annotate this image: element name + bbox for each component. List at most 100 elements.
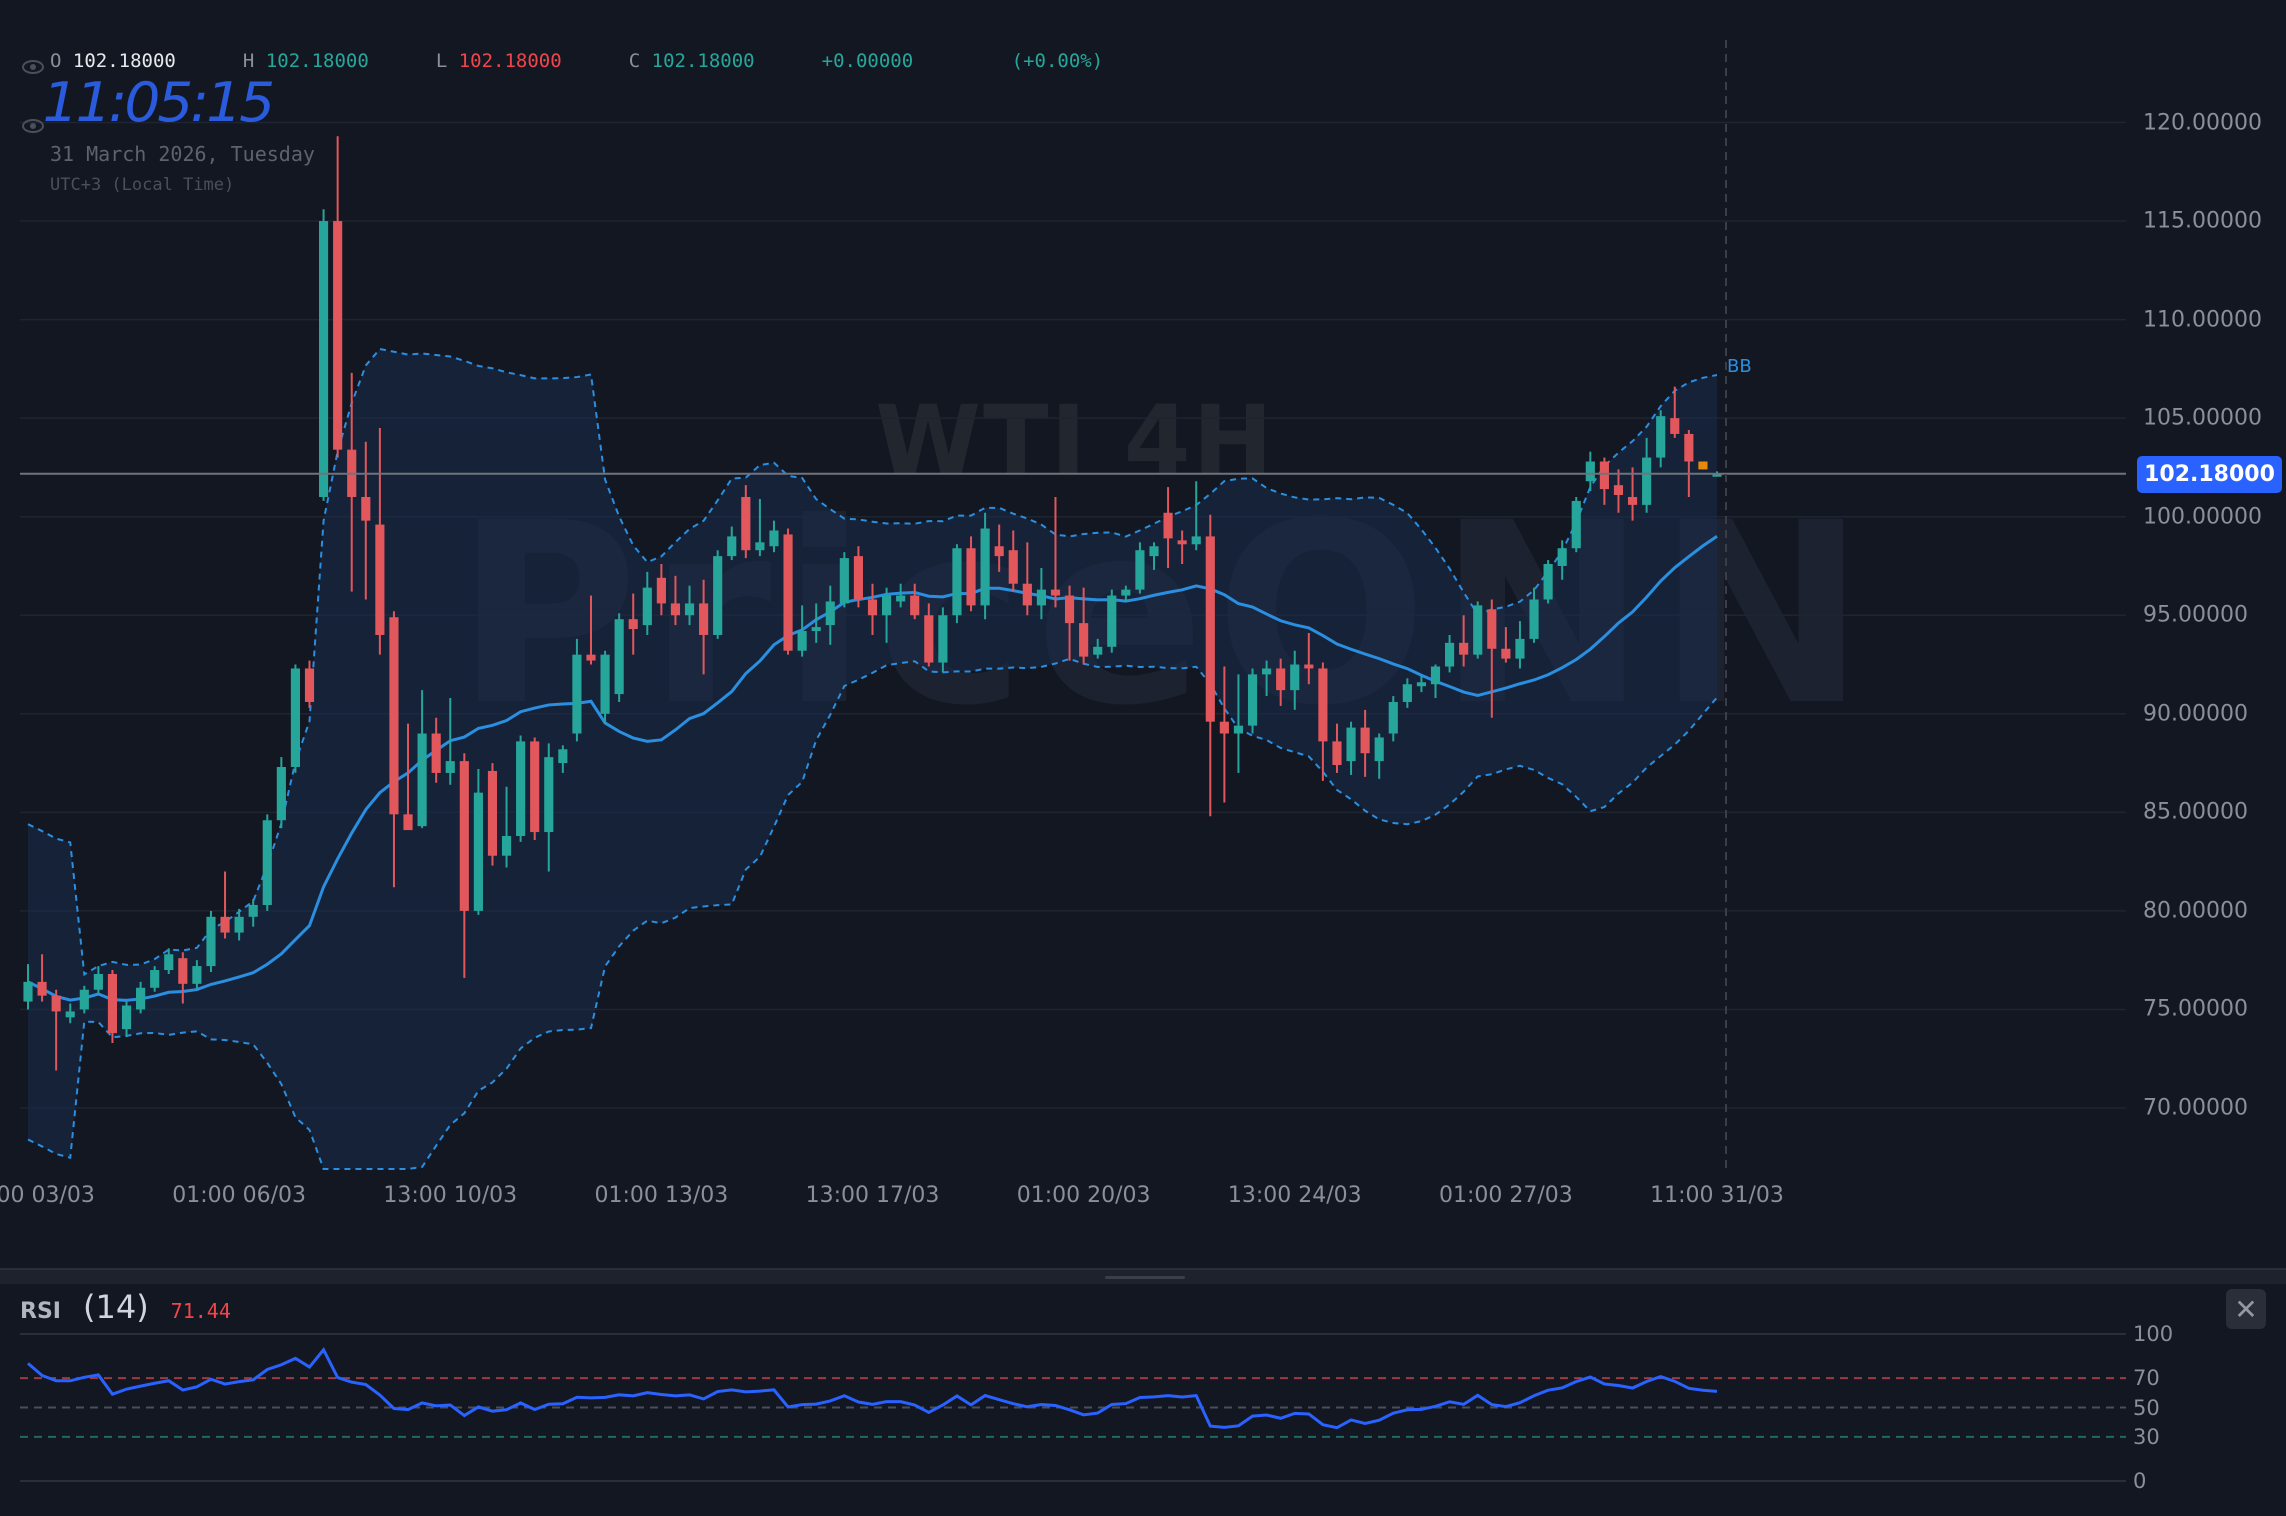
y-axis-label: 70.00000 bbox=[2143, 1095, 2248, 1121]
candle-body bbox=[304, 668, 315, 702]
candle-body bbox=[445, 761, 455, 773]
candle-body bbox=[1712, 473, 1722, 477]
candle-body bbox=[403, 814, 413, 831]
y-axis-label: 115.00000 bbox=[2143, 208, 2262, 234]
candle-body bbox=[1036, 589, 1046, 606]
rsi-line bbox=[27, 1347, 1718, 1430]
candle-body bbox=[375, 524, 385, 635]
candle-body bbox=[1064, 595, 1075, 624]
candle-body bbox=[417, 733, 427, 827]
candle-body bbox=[1008, 550, 1018, 584]
candle-body bbox=[473, 792, 483, 911]
candle-body bbox=[164, 954, 174, 971]
candle-body bbox=[107, 973, 118, 1034]
candle-body bbox=[389, 617, 399, 815]
candle-body bbox=[262, 820, 272, 905]
current-price-tag: 102.18000 bbox=[2137, 456, 2282, 493]
candle-body bbox=[1627, 496, 1638, 505]
eye-icon[interactable] bbox=[22, 60, 44, 74]
candle-body bbox=[1459, 642, 1469, 655]
candle-body bbox=[980, 528, 990, 606]
candle-body bbox=[1698, 461, 1708, 470]
rsi-axis-label: 0 bbox=[2133, 1469, 2147, 1493]
candle-body bbox=[1445, 642, 1455, 667]
bb-lower-band bbox=[27, 657, 1718, 1170]
candle-body bbox=[1402, 684, 1412, 702]
candle-body bbox=[248, 904, 258, 917]
candle-body bbox=[656, 577, 666, 604]
bb-upper-band bbox=[27, 347, 1718, 977]
x-axis-label: 01:00 13/03 bbox=[594, 1183, 729, 1208]
rsi-axis-label: 30 bbox=[2133, 1424, 2160, 1449]
rsi-axis-label: 70 bbox=[2133, 1366, 2160, 1391]
candle-body bbox=[459, 761, 469, 911]
high-label: H bbox=[242, 50, 255, 72]
candle-body bbox=[1501, 648, 1511, 659]
candle-body bbox=[1135, 550, 1145, 590]
candle-body bbox=[1332, 741, 1342, 766]
candle-body bbox=[431, 733, 441, 773]
candle-body bbox=[839, 558, 849, 604]
candle-body bbox=[220, 916, 230, 933]
candle-body bbox=[1684, 433, 1694, 462]
x-axis-label: 01:00 03/03 bbox=[0, 1183, 95, 1208]
candle-body bbox=[586, 654, 596, 661]
y-axis-label: 120.00000 bbox=[2143, 110, 2262, 135]
candle-body bbox=[1613, 485, 1624, 496]
candle-body bbox=[1430, 666, 1441, 685]
pane-resize-handle[interactable] bbox=[1105, 1276, 1185, 1279]
candle-body bbox=[670, 603, 681, 616]
x-axis-label: 13:00 10/03 bbox=[383, 1183, 518, 1208]
rsi-name[interactable]: RSI bbox=[20, 1299, 61, 1324]
candle-body bbox=[290, 668, 300, 768]
candle-body bbox=[276, 767, 286, 821]
candle-body bbox=[1050, 589, 1061, 596]
rsi-axis-label: 50 bbox=[2133, 1395, 2160, 1420]
candle-body bbox=[361, 496, 371, 521]
rsi-axis-label: 100 bbox=[2133, 1322, 2174, 1346]
clock-date: 31 March 2026, Tuesday bbox=[50, 142, 315, 166]
candle-body bbox=[628, 619, 638, 630]
rsi-length: (14) bbox=[82, 1288, 149, 1326]
clock-timezone: UTC+3 (Local Time) bbox=[50, 175, 235, 195]
y-axis-label: 95.00000 bbox=[2143, 602, 2248, 628]
candle-body bbox=[1374, 737, 1384, 762]
candle-body bbox=[1219, 721, 1229, 734]
candle-body bbox=[1543, 564, 1553, 600]
close-rsi-button[interactable]: ✕ bbox=[2226, 1289, 2266, 1329]
candle-body bbox=[1346, 727, 1356, 762]
high-value: 102.18000 bbox=[265, 50, 369, 72]
candle-body bbox=[136, 987, 146, 1010]
candle-body bbox=[530, 741, 540, 833]
low-label: L bbox=[435, 50, 448, 72]
eye-icon[interactable] bbox=[22, 119, 44, 133]
candle-body bbox=[572, 654, 582, 734]
candle-body bbox=[121, 1005, 132, 1030]
open-label: O bbox=[50, 50, 62, 72]
clock-time: 11:05:15 bbox=[42, 71, 276, 134]
candle-body bbox=[938, 615, 948, 663]
candle-body bbox=[206, 916, 216, 967]
candle-body bbox=[684, 603, 695, 616]
candle-body bbox=[600, 654, 610, 714]
candle-body bbox=[882, 595, 892, 616]
candle-body bbox=[614, 619, 624, 695]
candle-body bbox=[783, 534, 793, 651]
rsi-header: RSI (14) 71.44 bbox=[20, 1288, 231, 1326]
candle-body bbox=[642, 587, 652, 626]
candle-body bbox=[558, 749, 568, 764]
candle-body bbox=[1318, 668, 1328, 742]
candle-body bbox=[910, 595, 920, 616]
x-axis-label: 01:00 20/03 bbox=[1016, 1183, 1151, 1208]
candle-body bbox=[516, 741, 526, 837]
bb-indicator-label[interactable]: BB bbox=[1727, 356, 1752, 377]
candle-body bbox=[1557, 548, 1567, 566]
candle-body bbox=[994, 546, 1004, 557]
rsi-value: 71.44 bbox=[170, 1299, 231, 1323]
candle-body bbox=[319, 221, 329, 497]
candle-body bbox=[1473, 605, 1483, 655]
candle-body bbox=[741, 496, 751, 551]
candle-body bbox=[23, 981, 33, 1002]
y-axis-label: 110.00000 bbox=[2143, 307, 2262, 333]
